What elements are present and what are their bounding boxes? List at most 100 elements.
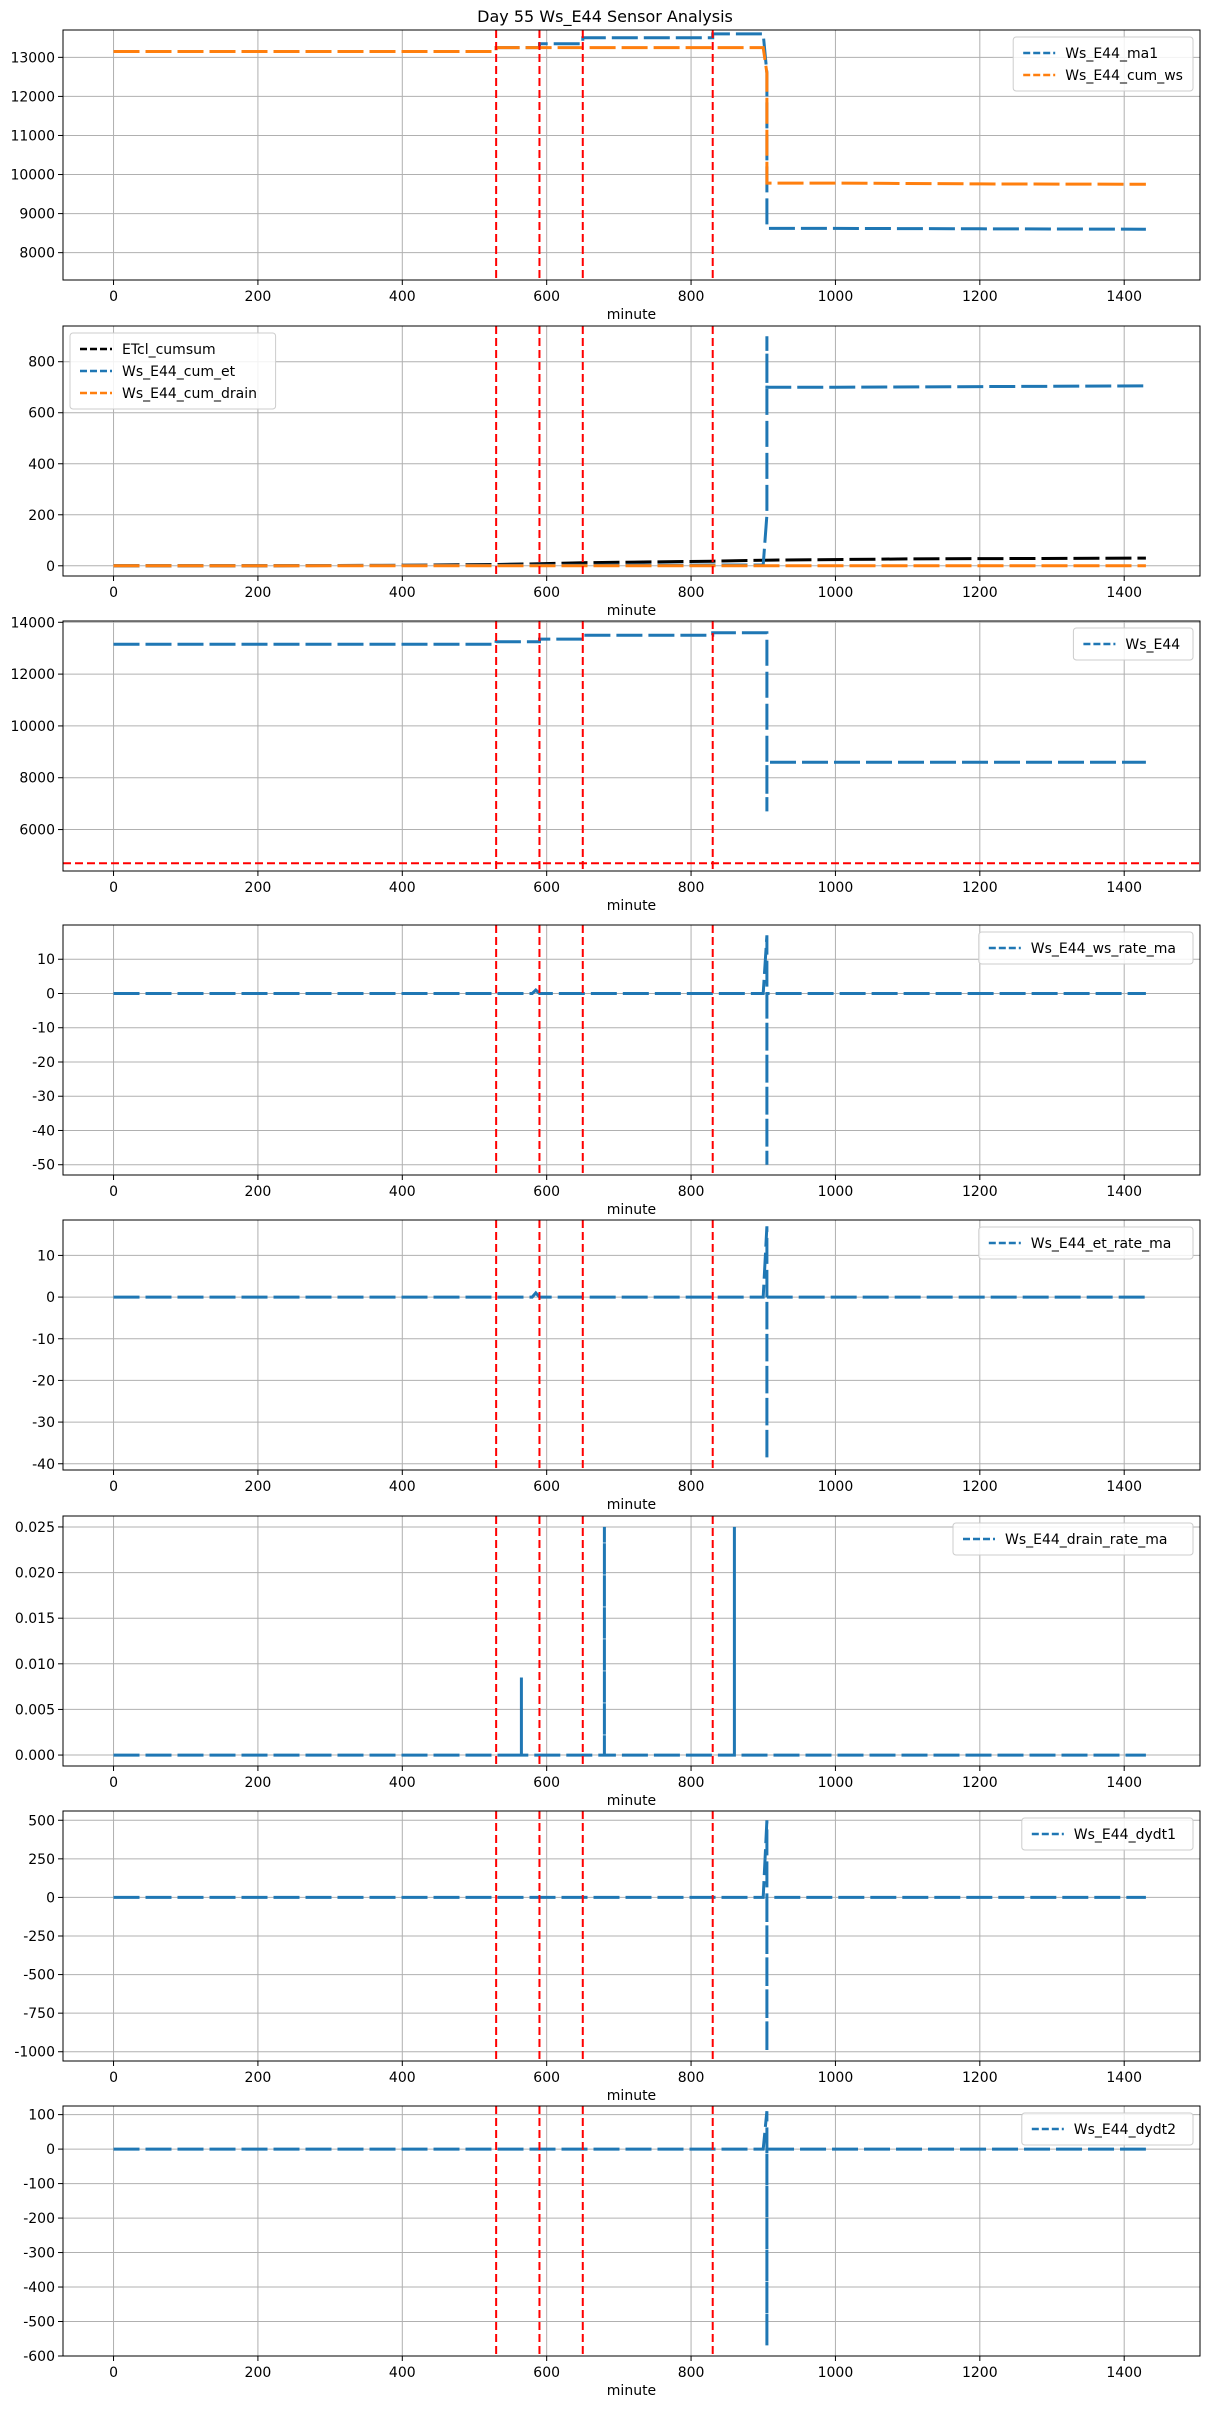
x-tick-label: 1000	[818, 2070, 854, 2086]
subplot-7: 0 200 400 600 800 1000 1200 1400 500 250 0 -250 -500…	[14, 1810, 1201, 2104]
legend-label: Ws_E44_ws_rate_ma	[1031, 941, 1176, 957]
x-tick-label: 800	[678, 2070, 705, 2086]
y-tick-label: -1000	[14, 2045, 55, 2061]
x-tick-label: 200	[245, 2365, 272, 2381]
legend-label: ETcl_cumsum	[122, 342, 216, 358]
x-tick-label: 1200	[962, 289, 998, 305]
x-tick-label: 600	[533, 880, 560, 896]
series-line-Ws_E44_dydt1	[113, 1820, 1146, 2052]
x-tick-label: 400	[389, 585, 416, 601]
legend-label: Ws_E44_dydt2	[1074, 2122, 1176, 2138]
x-tick-label: 800	[678, 1184, 705, 1200]
series-line-Ws_E44_cum_ws	[113, 46, 1146, 186]
panels: 0 200 400 600 800 1000 1200 1400800090001000011…	[10, 29, 1201, 2399]
subplot-2: 0 200 400 600 800 1000 1200 1400 0 200 400 600 800 mi…	[28, 325, 1201, 619]
y-tick-label: 0.000	[15, 1748, 55, 1764]
legend-box	[1012, 36, 1194, 92]
legend: Ws_E44_ws_rate_ma	[978, 931, 1194, 965]
x-axis-label: minute	[607, 1793, 656, 1809]
y-tick-label: 0.015	[15, 1611, 55, 1627]
legend-label: Ws_E44_cum_drain	[122, 386, 257, 402]
x-tick-label: 1400	[1106, 585, 1142, 601]
y-tick-label: 0	[46, 1290, 55, 1306]
subplot-4: 0 200 400 600 800 1000 1200 1400 10 0 -10 -20 -30 -40…	[32, 924, 1201, 1218]
legend: Ws_E44_ma1 Ws_E44_cum_ws	[1012, 36, 1194, 92]
y-tick-label: -10	[32, 1332, 55, 1348]
y-tick-label: 200	[28, 508, 55, 524]
y-tick-label: 9000	[19, 207, 55, 223]
x-tick-label: 400	[389, 2365, 416, 2381]
plot-area	[63, 621, 1200, 871]
x-tick-label: 0	[109, 1184, 118, 1200]
plot-area	[113, 1516, 1146, 1766]
series-line-Ws_E44_drain_rate_ma	[113, 1526, 1146, 1757]
x-tick-label: 1000	[818, 1479, 854, 1495]
x-tick-label: 1200	[962, 585, 998, 601]
y-tick-label: -40	[32, 1123, 55, 1139]
y-tick-label: -50	[32, 1158, 55, 1174]
y-tick-label: 6000	[19, 823, 55, 839]
legend: Ws_E44_dydt1	[1021, 1817, 1194, 1851]
x-tick-label: 400	[389, 1479, 416, 1495]
x-tick-label: 1400	[1106, 2070, 1142, 2086]
x-tick-label: 0	[109, 880, 118, 896]
x-axis-label: minute	[607, 2383, 656, 2399]
x-tick-label: 800	[678, 585, 705, 601]
x-tick-label: 200	[245, 1479, 272, 1495]
x-tick-label: 600	[533, 2365, 560, 2381]
legend: Ws_E44	[1072, 627, 1194, 661]
plot-area	[113, 1811, 1146, 2061]
x-axis-label: minute	[607, 898, 656, 914]
x-tick-label: 0	[109, 289, 118, 305]
plot-area	[113, 2106, 1146, 2356]
y-tick-label: -40	[32, 1457, 55, 1473]
y-tick-label: 14000	[10, 615, 55, 631]
plot-area	[113, 326, 1146, 576]
y-tick-label: 0.020	[15, 1566, 55, 1582]
x-tick-label: 800	[678, 880, 705, 896]
x-tick-label: 1400	[1106, 289, 1142, 305]
x-tick-label: 200	[245, 1775, 272, 1791]
x-tick-label: 200	[245, 289, 272, 305]
x-axis-label: minute	[607, 603, 656, 619]
y-tick-label: -500	[23, 2315, 55, 2331]
y-tick-label: 250	[28, 1852, 55, 1868]
x-tick-label: 1200	[962, 2070, 998, 2086]
legend-label: Ws_E44_cum_ws	[1065, 68, 1183, 84]
y-tick-label: -250	[23, 1929, 55, 1945]
x-tick-label: 600	[533, 289, 560, 305]
x-axis-label: minute	[607, 1497, 656, 1513]
x-tick-label: 600	[533, 2070, 560, 2086]
x-tick-label: 1400	[1106, 1775, 1142, 1791]
x-tick-label: 0	[109, 585, 118, 601]
x-tick-label: 600	[533, 1479, 560, 1495]
axes-frame	[62, 1219, 1201, 1471]
x-tick-label: 400	[389, 2070, 416, 2086]
y-tick-label: -500	[23, 1968, 55, 1984]
x-tick-label: 1400	[1106, 1184, 1142, 1200]
x-tick-label: 400	[389, 289, 416, 305]
y-tick-label: 8000	[19, 771, 55, 787]
series-line-Ws_E44	[113, 631, 1146, 812]
x-tick-label: 200	[245, 585, 272, 601]
subplot-3: 0 200 400 600 800 1000 1200 1400 6000 8000 10000 12…	[10, 615, 1201, 914]
legend-label: Ws_E44_cum_et	[122, 364, 236, 380]
y-tick-label: 11000	[10, 128, 55, 144]
x-tick-label: 600	[533, 1184, 560, 1200]
x-tick-label: 1400	[1106, 1479, 1142, 1495]
y-tick-label: 8000	[19, 246, 55, 262]
axes-frame	[62, 29, 1201, 281]
x-tick-label: 800	[678, 2365, 705, 2381]
x-tick-label: 800	[678, 289, 705, 305]
x-tick-label: 1000	[818, 289, 854, 305]
legend: ETcl_cumsum Ws_E44_cum_et Ws_E44_cum_drain	[69, 332, 277, 410]
x-axis-label: minute	[607, 1202, 656, 1218]
x-tick-label: 1200	[962, 1184, 998, 1200]
legend-box	[69, 332, 277, 410]
subplot-1: 0 200 400 600 800 1000 1200 1400 8000 9000 10000 11…	[10, 29, 1201, 323]
legend-box	[1021, 2112, 1194, 2146]
x-tick-label: 1000	[818, 2365, 854, 2381]
y-tick-label: 0	[46, 559, 55, 575]
legend-box	[978, 1226, 1194, 1260]
axes-frame	[62, 1515, 1201, 1767]
